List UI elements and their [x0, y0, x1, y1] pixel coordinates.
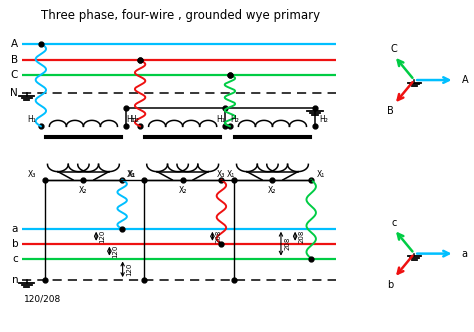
Text: 208: 208 — [216, 229, 222, 243]
Text: H₁: H₁ — [27, 115, 36, 124]
Text: X₁: X₁ — [227, 170, 235, 179]
Text: a: a — [462, 249, 468, 259]
Text: X₁: X₁ — [128, 170, 136, 179]
Text: 120: 120 — [126, 263, 132, 276]
Text: H₁: H₁ — [217, 115, 225, 124]
Text: b: b — [387, 280, 393, 290]
Text: A: A — [11, 39, 18, 49]
Text: H₁: H₁ — [127, 115, 136, 124]
Text: A: A — [462, 75, 468, 85]
Text: a: a — [12, 224, 18, 234]
Text: X₃: X₃ — [127, 170, 136, 179]
Text: Three phase, four-wire , grounded wye primary: Three phase, four-wire , grounded wye pr… — [41, 9, 320, 22]
Text: c: c — [12, 254, 18, 264]
Text: X₃: X₃ — [217, 170, 225, 179]
Text: n: n — [11, 275, 18, 285]
Text: B: B — [11, 55, 18, 65]
Text: X₁: X₁ — [317, 170, 325, 179]
Text: X₂: X₂ — [268, 186, 277, 195]
Text: H₂: H₂ — [319, 115, 328, 124]
Text: 120: 120 — [100, 229, 106, 243]
Text: X₂: X₂ — [179, 186, 187, 195]
Text: H₂: H₂ — [230, 115, 239, 124]
Text: 208: 208 — [284, 237, 290, 250]
Text: b: b — [11, 239, 18, 249]
Text: 120: 120 — [113, 244, 118, 258]
Text: C: C — [391, 44, 398, 54]
Text: 120/208: 120/208 — [24, 295, 62, 304]
Text: H₂: H₂ — [131, 115, 139, 124]
Text: B: B — [387, 106, 394, 116]
Text: X₃: X₃ — [28, 170, 36, 179]
Text: C: C — [11, 70, 18, 80]
Text: c: c — [392, 218, 397, 228]
Text: N: N — [10, 88, 18, 98]
Text: 208: 208 — [299, 229, 304, 243]
Text: X₂: X₂ — [79, 186, 88, 195]
